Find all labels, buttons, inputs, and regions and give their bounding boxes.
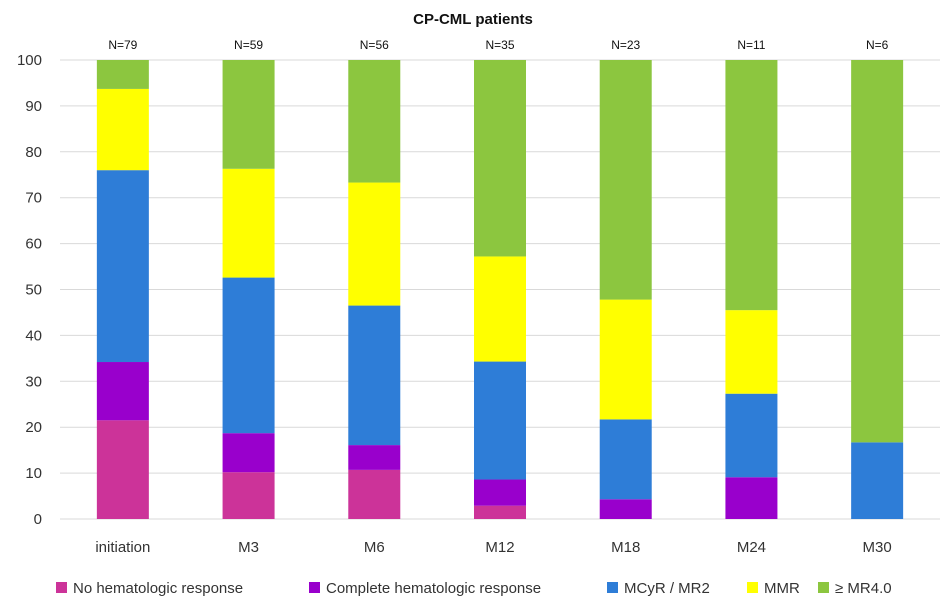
x-category-label: M30: [863, 539, 892, 556]
legend-label: MCyR / MR2: [624, 580, 710, 597]
n-label: N=6: [866, 38, 889, 52]
bar-segment: [725, 477, 778, 519]
x-category-label: M6: [364, 539, 385, 556]
y-tick-label: 70: [25, 190, 42, 207]
x-axis-categories: initiation M3 M6 M12 M18 M24 M30: [95, 539, 891, 556]
bar-segment: [474, 479, 526, 506]
legend: No hematologic response Complete hematolo…: [56, 580, 892, 597]
legend-label: MMR: [764, 580, 800, 597]
legend-item: MMR: [747, 580, 800, 597]
bar-segment: [348, 60, 401, 183]
bar-segment: [725, 60, 778, 311]
bar-segment: [348, 182, 401, 306]
x-category-label: initiation: [95, 539, 150, 556]
bar-segment: [96, 420, 149, 519]
bar-segment: [851, 442, 904, 519]
y-tick-label: 100: [17, 52, 42, 69]
bar-segment: [222, 277, 275, 434]
bar-segment: [96, 170, 149, 363]
legend-swatch: [56, 582, 67, 593]
n-label: N=35: [485, 38, 514, 52]
bar-segment: [96, 88, 149, 171]
legend-swatch: [818, 582, 829, 593]
legend-swatch: [747, 582, 758, 593]
bar-segment: [222, 433, 275, 473]
bar-segment: [348, 469, 401, 519]
y-tick-label: 80: [25, 144, 42, 161]
bar-segment: [474, 60, 526, 257]
legend-item: ≥ MR4.0: [818, 580, 892, 597]
bar-segment: [599, 499, 652, 519]
n-label: N=56: [360, 38, 389, 52]
bar-segment: [96, 362, 149, 421]
y-tick-label: 20: [25, 419, 42, 436]
x-category-label: M24: [737, 539, 766, 556]
bar-segment: [474, 256, 526, 362]
bar-segment: [851, 60, 904, 443]
n-labels: N=79 N=59 N=56 N=35 N=23 N=11 N=6: [108, 38, 888, 52]
y-tick-label: 50: [25, 282, 42, 299]
legend-label: No hematologic response: [73, 580, 243, 597]
legend-item: MCyR / MR2: [607, 580, 710, 597]
bar-segment: [599, 419, 652, 500]
bar-segment: [222, 168, 275, 278]
y-tick-label: 60: [25, 236, 42, 253]
bar-segment: [725, 310, 778, 394]
bar-segment: [348, 305, 401, 446]
n-label: N=23: [611, 38, 640, 52]
bars: [96, 60, 904, 519]
y-tick-label: 10: [25, 465, 42, 482]
bar-segment: [474, 361, 526, 480]
n-label: N=79: [108, 38, 137, 52]
x-category-label: M3: [238, 539, 259, 556]
bar-segment: [348, 445, 401, 470]
y-tick-label: 0: [34, 511, 42, 528]
y-axis-ticks: 0 10 20 30 40 50 60 70 80 90 100: [17, 52, 42, 528]
bar-segment: [222, 60, 275, 169]
bar-segment: [222, 472, 275, 519]
bar-segment: [599, 299, 652, 420]
y-tick-label: 30: [25, 373, 42, 390]
legend-item: Complete hematologic response: [309, 580, 541, 597]
x-category-label: M18: [611, 539, 640, 556]
n-label: N=11: [737, 38, 765, 52]
chart-title: CP-CML patients: [413, 11, 533, 28]
n-label: N=59: [234, 38, 263, 52]
x-category-label: M12: [485, 539, 514, 556]
y-tick-label: 90: [25, 98, 42, 115]
bar-segment: [474, 505, 526, 519]
bar-segment: [599, 60, 652, 300]
legend-item: No hematologic response: [56, 580, 243, 597]
bar-segment: [725, 393, 778, 478]
bar-segment: [96, 60, 149, 89]
legend-swatch: [607, 582, 618, 593]
legend-label: Complete hematologic response: [326, 580, 541, 597]
legend-swatch: [309, 582, 320, 593]
y-tick-label: 40: [25, 327, 42, 344]
legend-label: ≥ MR4.0: [835, 580, 892, 597]
